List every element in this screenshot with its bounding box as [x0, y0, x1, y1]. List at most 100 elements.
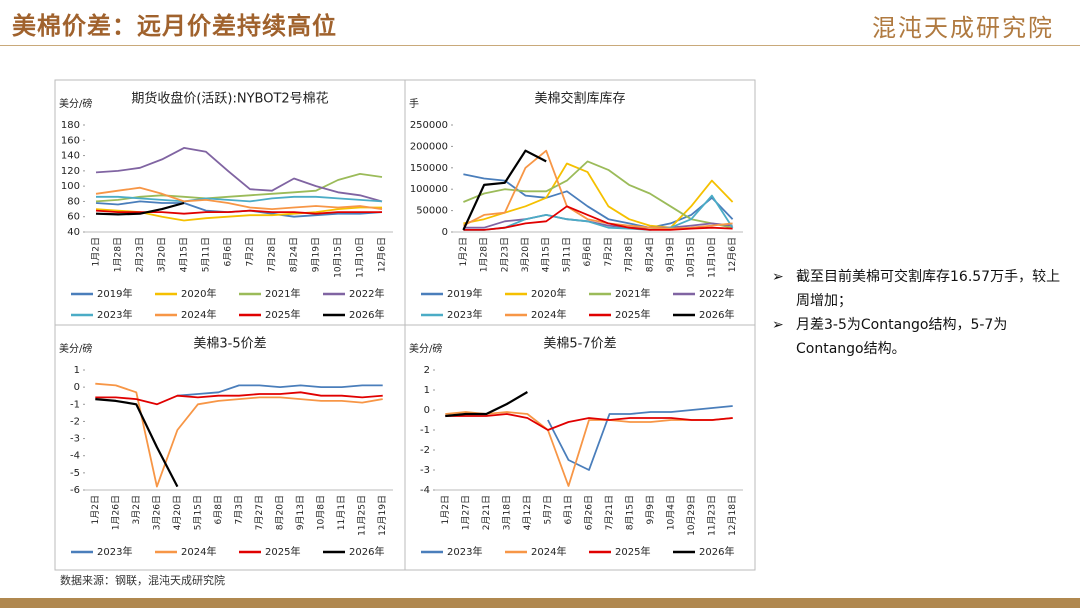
- x-tick-label: 7月27日: [254, 495, 265, 530]
- x-tick-label: 9月9日: [645, 495, 656, 524]
- x-tick-label: 1月2日: [458, 237, 469, 266]
- x-tick-label: 5月11日: [561, 237, 572, 272]
- x-tick-label: 3月20日: [157, 237, 168, 272]
- x-tick-label: 2月21日: [481, 495, 492, 530]
- x-tick-label: 7月3日: [234, 495, 245, 524]
- y-tick-label: 0: [442, 227, 448, 238]
- x-tick-label: 4月15日: [541, 237, 552, 272]
- x-tick-label: 6月6日: [223, 237, 234, 266]
- y-tick-label: 1: [74, 365, 80, 376]
- y-tick-label: -3: [70, 434, 80, 445]
- x-tick-label: 7月28日: [267, 237, 278, 272]
- x-tick-label: 9月19日: [665, 237, 676, 272]
- series-line: [463, 162, 734, 229]
- x-tick-label: 12月6日: [377, 237, 388, 272]
- x-tick-label: 10月15日: [686, 237, 697, 278]
- y-tick-label: 140: [61, 151, 80, 162]
- series-line: [445, 391, 528, 418]
- legend-label: 2025年: [265, 545, 300, 558]
- y-tick-label: 1: [424, 385, 430, 396]
- series-line: [462, 149, 733, 230]
- x-tick-label: 1月2日: [440, 495, 451, 524]
- legend-label: 2024年: [181, 545, 216, 558]
- x-tick-label: 8月20日: [275, 495, 286, 530]
- x-tick-label: 3月18日: [501, 495, 512, 530]
- legend-label: 2025年: [615, 545, 650, 558]
- y-tick-label: 160: [61, 135, 80, 146]
- source: 数据来源：钢联，混沌天成研究院: [60, 574, 225, 587]
- x-tick-label: 10月15日: [333, 237, 344, 278]
- x-tick-label: 1月27日: [460, 495, 471, 530]
- legend-label: 2024年: [181, 308, 216, 321]
- series-line: [95, 201, 185, 216]
- x-tick-label: 1月28日: [479, 237, 490, 272]
- series-line: [463, 160, 733, 229]
- y-tick-label: 40: [67, 227, 80, 238]
- series-line: [463, 214, 733, 229]
- x-tick-label: 12月19日: [377, 495, 388, 536]
- chart-title: 美棉3-5价差: [193, 337, 266, 352]
- series-line: [95, 173, 383, 203]
- y-unit: 手: [409, 97, 419, 110]
- x-tick-label: 10月8日: [316, 495, 327, 530]
- y-tick-label: 120: [61, 166, 80, 177]
- x-tick-label: 3月2日: [131, 495, 142, 524]
- legend-label: 2026年: [349, 545, 384, 558]
- y-tick-label: 50000: [416, 206, 448, 217]
- x-tick-label: 6月8日: [213, 495, 224, 524]
- x-tick-label: 2月23日: [135, 237, 146, 272]
- x-tick-label: 1月28日: [113, 237, 124, 272]
- logo: 混沌天成研究院: [872, 14, 1054, 42]
- x-tick-label: 8月15日: [625, 495, 636, 530]
- x-tick-label: 10月4日: [666, 495, 677, 530]
- y-unit: 美分/磅: [59, 342, 92, 355]
- y-tick-label: 100: [61, 181, 80, 192]
- y-tick-label: -6: [70, 485, 80, 496]
- series-line: [463, 205, 733, 231]
- x-tick-label: 6月1日: [563, 495, 574, 524]
- x-tick-label: 9月13日: [295, 495, 306, 530]
- y-tick-label: -1: [70, 399, 80, 410]
- legend-label: 2019年: [97, 287, 132, 300]
- x-tick-label: 7月2日: [603, 237, 614, 266]
- chart-title: 期货收盘价(活跃):NYBOT2号棉花: [131, 91, 328, 107]
- series-line: [95, 186, 383, 210]
- notes: 截至目前美棉可交割库存16.57万手，较上周增加； 月差3-5为Contango…: [772, 265, 1062, 361]
- x-tick-label: 7月2日: [245, 237, 256, 266]
- legend-label: 2024年: [531, 545, 566, 558]
- legend-label: 2026年: [349, 308, 384, 321]
- legend-label: 2024年: [531, 308, 566, 321]
- y-tick-label: -4: [70, 451, 80, 462]
- legend-label: 2023年: [97, 545, 132, 558]
- x-tick-label: 7月28日: [624, 237, 635, 272]
- y-tick-label: -2: [420, 445, 430, 456]
- series-line: [177, 384, 383, 397]
- x-tick-label: 9月19日: [311, 237, 322, 272]
- x-tick-label: 3月20日: [520, 237, 531, 272]
- series-line: [96, 195, 383, 203]
- y-unit: 美分/磅: [59, 97, 92, 110]
- y-tick-label: 180: [61, 120, 80, 131]
- legend-label: 2020年: [531, 287, 566, 300]
- y-tick-label: 80: [67, 196, 80, 207]
- y-tick-label: 100000: [410, 184, 448, 195]
- legend-label: 2025年: [615, 308, 650, 321]
- page-title: 美棉价差：远月价差持续高位: [12, 12, 337, 40]
- x-tick-label: 12月6日: [727, 237, 738, 272]
- series-line: [462, 149, 547, 231]
- footer-bar: [0, 598, 1080, 608]
- y-tick-label: -2: [70, 416, 80, 427]
- series-line: [445, 411, 733, 487]
- x-tick-label: 10月29日: [686, 495, 697, 536]
- x-tick-label: 1月2日: [90, 495, 101, 524]
- x-tick-label: 7月21日: [604, 495, 615, 530]
- chart-title: 美棉5-7价差: [543, 337, 616, 352]
- series-line: [445, 413, 733, 431]
- series-line: [95, 147, 383, 203]
- x-tick-label: 5月15日: [192, 495, 203, 530]
- y-tick-label: -4: [420, 485, 430, 496]
- y-tick-label: 0: [74, 382, 80, 393]
- y-tick-label: -5: [70, 468, 80, 479]
- x-tick-label: 3月26日: [151, 495, 162, 530]
- x-tick-label: 1月2日: [91, 237, 102, 266]
